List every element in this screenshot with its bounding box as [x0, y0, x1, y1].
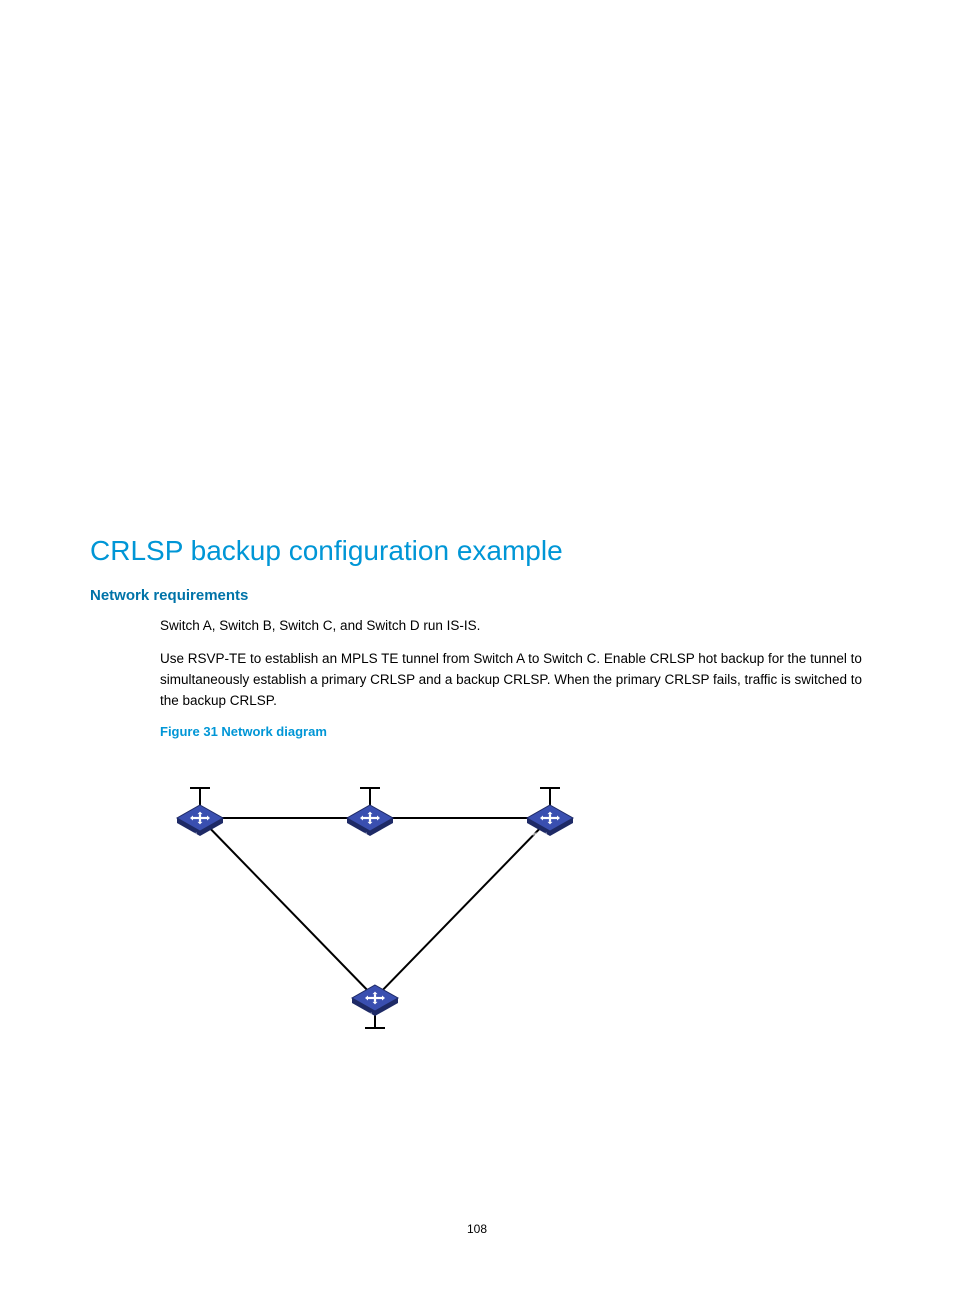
- subsection-heading: Network requirements: [90, 587, 864, 604]
- switch-label: SWITCH: [349, 831, 367, 836]
- edge: [200, 818, 375, 998]
- switch-label: SWITCH: [529, 831, 547, 836]
- section-heading: CRLSP backup configuration example: [90, 535, 864, 567]
- switch-label: SWITCH: [354, 1011, 372, 1016]
- switch-icon: SWITCH: [177, 805, 223, 837]
- paragraph-2: Use RSVP-TE to establish an MPLS TE tunn…: [90, 649, 864, 712]
- network-diagram: SWITCH SWITCH SWITCH SWITCH: [90, 753, 864, 1053]
- edge: [375, 818, 550, 998]
- switch-icon: SWITCH: [352, 985, 398, 1017]
- switch-label: SWITCH: [179, 831, 197, 836]
- page-number: 108: [0, 1222, 954, 1236]
- switch-icon: SWITCH: [527, 805, 573, 837]
- figure-caption: Figure 31 Network diagram: [90, 724, 864, 739]
- switch-icon: SWITCH: [347, 805, 393, 837]
- paragraph-1: Switch A, Switch B, Switch C, and Switch…: [90, 616, 864, 637]
